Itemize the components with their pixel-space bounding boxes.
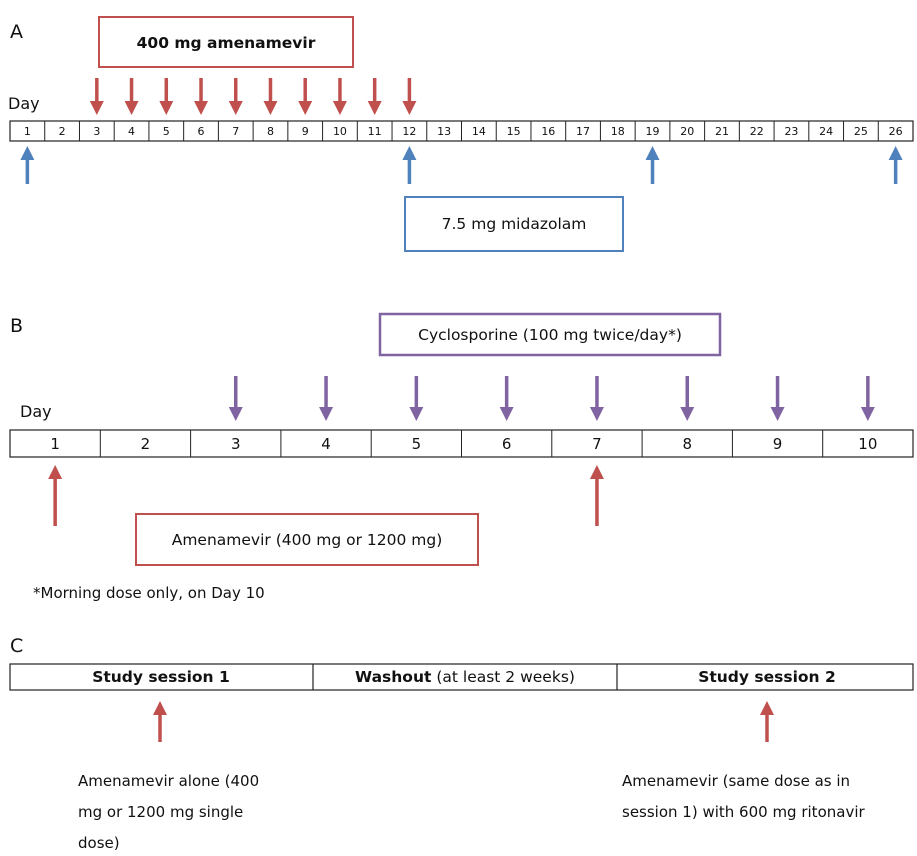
cyclosporine-box (378, 312, 722, 357)
amenamevir-box-b (135, 513, 479, 566)
day-cell-a-23: 23 (784, 125, 798, 138)
amenamevir-box-a (98, 16, 354, 68)
day-cell-a-21: 21 (715, 125, 729, 138)
day-cell-a-4: 4 (128, 125, 135, 138)
day-cell-b-6: 6 (502, 435, 512, 453)
day-strip-a-cells: 1 2 3 4 5 6 7 8 9 10 11 12 13 14 15 16 17 18 19 20 21 22 23 24 2… (24, 125, 903, 138)
session-1-label: Study session 1 (92, 668, 230, 686)
day-cell-a-20: 20 (680, 125, 694, 138)
day-cell-a-5: 5 (163, 125, 170, 138)
footnote: *Morning dose only, on Day 10 (33, 584, 265, 602)
panel-a-label: A (10, 21, 23, 43)
amenamevir-box-b-text: Amenamevir (400 mg or 1200 mg) (172, 531, 443, 549)
day-cell-a-3: 3 (93, 125, 100, 138)
day-cell-a-25: 25 (854, 125, 868, 138)
day-cell-a-8: 8 (267, 125, 274, 138)
day-cell-a-7: 7 (232, 125, 239, 138)
session-2-note-line-2: session 1) with 600 mg ritonavir (622, 803, 865, 821)
amenamevir-arrows-b (48, 465, 604, 526)
day-cell-b-1: 1 (50, 435, 60, 453)
day-cell-b-4: 4 (321, 435, 331, 453)
amenamevir-arrows-a (89, 78, 417, 115)
session-1-note-line-3: dose) (78, 834, 120, 852)
midazolam-arrows-a (20, 146, 903, 184)
day-label-b: Day (20, 402, 52, 421)
day-cell-a-2: 2 (59, 125, 66, 138)
day-cell-a-9: 9 (302, 125, 309, 138)
session-strip (9, 663, 914, 691)
day-cell-a-10: 10 (333, 125, 347, 138)
day-cell-b-2: 2 (141, 435, 151, 453)
midazolam-box (404, 196, 624, 252)
session-1-note-line-1: Amenamevir alone (400 (78, 772, 259, 790)
day-cell-a-6: 6 (198, 125, 205, 138)
day-strip-a-dividers (44, 121, 879, 141)
session-2-label: Study session 2 (698, 668, 836, 686)
day-cell-a-18: 18 (611, 125, 625, 138)
session-1-note: Amenamevir alone (400 mg or 1200 mg sing… (78, 772, 264, 852)
panel-b: B Cyclosporine (100 mg twice/day*) Day 1… (9, 312, 914, 602)
day-cell-a-24: 24 (819, 125, 833, 138)
day-cell-a-19: 19 (646, 125, 660, 138)
day-cell-b-5: 5 (412, 435, 422, 453)
day-cell-b-9: 9 (773, 435, 783, 453)
washout-rest: (at least 2 weeks) (431, 668, 575, 686)
day-cell-a-22: 22 (750, 125, 764, 138)
washout-bold: Washout (355, 668, 432, 686)
session-2-note-line-1: Amenamevir (same dose as in (622, 772, 850, 790)
cyclosporine-arrows (228, 376, 875, 421)
cyclosporine-box-text: Cyclosporine (100 mg twice/day*) (418, 326, 682, 344)
session-1-note-line-2: mg or 1200 mg single (78, 803, 243, 821)
midazolam-box-text: 7.5 mg midazolam (442, 215, 587, 233)
day-cell-a-13: 13 (437, 125, 451, 138)
day-cell-b-8: 8 (682, 435, 692, 453)
day-cell-a-11: 11 (368, 125, 382, 138)
day-strip-b-cells: 1 2 3 4 5 6 7 8 9 10 (50, 435, 877, 453)
day-cell-a-26: 26 (889, 125, 903, 138)
day-cell-a-16: 16 (541, 125, 555, 138)
panel-b-label: B (10, 315, 23, 337)
panel-c-label: C (10, 635, 23, 657)
session-2-note: Amenamevir (same dose as in session 1) w… (622, 772, 865, 821)
panel-a: A 400 mg amenamevir Day 1 2 3 4 5 6 7 8 9 10 11 12 1… (8, 16, 914, 252)
panel-c: C Study session 1 Washout (at least 2 we… (9, 635, 914, 852)
day-cell-a-17: 17 (576, 125, 590, 138)
day-cell-a-14: 14 (472, 125, 486, 138)
washout-label: Washout (at least 2 weeks) (355, 668, 575, 686)
amenamevir-box-a-text: 400 mg amenamevir (137, 34, 316, 52)
day-cell-a-1: 1 (24, 125, 31, 138)
day-cell-b-7: 7 (592, 435, 602, 453)
day-cell-a-12: 12 (402, 125, 416, 138)
day-cell-b-3: 3 (231, 435, 241, 453)
day-cell-a-15: 15 (507, 125, 521, 138)
day-strip-b-dividers (99, 430, 824, 457)
day-cell-b-10: 10 (858, 435, 877, 453)
day-label-a: Day (8, 94, 40, 113)
